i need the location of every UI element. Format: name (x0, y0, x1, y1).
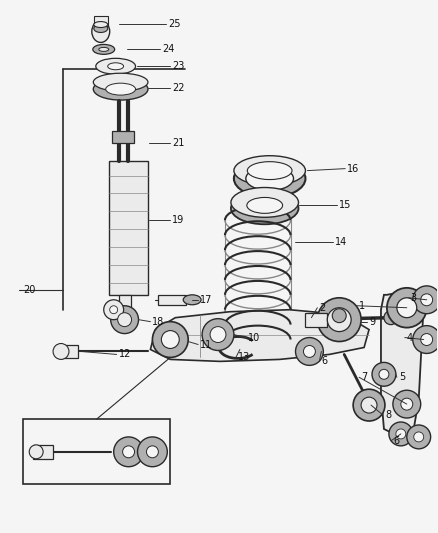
Text: 21: 21 (172, 138, 185, 148)
Circle shape (389, 422, 413, 446)
Ellipse shape (384, 311, 398, 325)
Ellipse shape (234, 156, 305, 185)
Text: 24: 24 (162, 44, 175, 54)
Ellipse shape (94, 21, 108, 28)
Circle shape (318, 298, 361, 342)
Bar (159, 295, 186, 305)
Text: 18: 18 (152, 317, 165, 327)
Circle shape (111, 306, 138, 334)
Circle shape (104, 300, 124, 320)
Circle shape (401, 398, 413, 410)
Circle shape (421, 294, 433, 306)
Circle shape (114, 437, 144, 467)
Circle shape (407, 425, 431, 449)
Bar (58, 344, 78, 358)
Text: 6: 6 (393, 436, 399, 446)
Circle shape (138, 437, 167, 467)
Circle shape (296, 337, 323, 365)
Text: 8: 8 (385, 410, 391, 420)
Circle shape (396, 429, 406, 439)
Text: 25: 25 (168, 19, 181, 29)
Bar (109, 160, 148, 295)
Bar (23, 419, 170, 483)
Text: 23: 23 (172, 61, 185, 71)
Circle shape (327, 308, 351, 332)
Ellipse shape (246, 167, 293, 190)
Circle shape (304, 345, 315, 358)
Circle shape (393, 390, 421, 418)
Text: 14: 14 (335, 237, 347, 247)
Circle shape (152, 321, 188, 358)
Text: 7: 7 (361, 372, 367, 382)
Circle shape (413, 326, 438, 353)
Ellipse shape (247, 197, 283, 213)
Text: 1: 1 (359, 301, 365, 311)
Circle shape (361, 397, 377, 413)
Text: 19: 19 (172, 215, 184, 225)
Text: 22: 22 (172, 83, 185, 93)
Polygon shape (150, 310, 369, 361)
Ellipse shape (94, 25, 108, 33)
Circle shape (387, 288, 427, 328)
Ellipse shape (53, 343, 69, 359)
Ellipse shape (99, 47, 109, 51)
Text: 13: 13 (238, 352, 250, 362)
Text: 11: 11 (200, 340, 212, 350)
Ellipse shape (106, 83, 135, 95)
Text: 9: 9 (369, 317, 375, 327)
Bar (112, 131, 134, 143)
Ellipse shape (93, 73, 148, 91)
Text: 20: 20 (23, 285, 35, 295)
Bar (33, 445, 53, 459)
Text: 16: 16 (347, 164, 360, 174)
Circle shape (379, 369, 389, 379)
Text: 2: 2 (319, 303, 325, 313)
Circle shape (118, 313, 131, 327)
Ellipse shape (247, 161, 292, 180)
Circle shape (146, 446, 159, 458)
Circle shape (414, 432, 424, 442)
Circle shape (110, 306, 118, 314)
Ellipse shape (96, 58, 135, 74)
Ellipse shape (234, 160, 305, 197)
Circle shape (161, 330, 179, 349)
Text: 3: 3 (411, 293, 417, 303)
Text: 10: 10 (248, 333, 260, 343)
Text: 4: 4 (407, 333, 413, 343)
Text: 6: 6 (321, 357, 328, 366)
Circle shape (332, 309, 346, 322)
Circle shape (202, 319, 234, 351)
Text: 17: 17 (200, 295, 212, 305)
Bar (305, 313, 327, 327)
Circle shape (372, 362, 396, 386)
Ellipse shape (231, 188, 298, 217)
Circle shape (397, 298, 417, 318)
Ellipse shape (231, 192, 298, 224)
Polygon shape (381, 290, 424, 434)
Ellipse shape (29, 445, 43, 459)
Bar (94, 15, 108, 26)
Circle shape (123, 446, 134, 458)
Circle shape (421, 334, 433, 345)
Ellipse shape (92, 21, 110, 43)
Text: 5: 5 (399, 372, 405, 382)
Ellipse shape (93, 44, 115, 54)
Ellipse shape (93, 78, 148, 100)
Bar (119, 295, 131, 320)
Circle shape (413, 286, 438, 314)
Circle shape (353, 389, 385, 421)
Ellipse shape (183, 295, 201, 305)
Ellipse shape (108, 63, 124, 70)
Text: 15: 15 (339, 200, 352, 211)
Circle shape (210, 327, 226, 343)
Text: 12: 12 (119, 350, 131, 359)
